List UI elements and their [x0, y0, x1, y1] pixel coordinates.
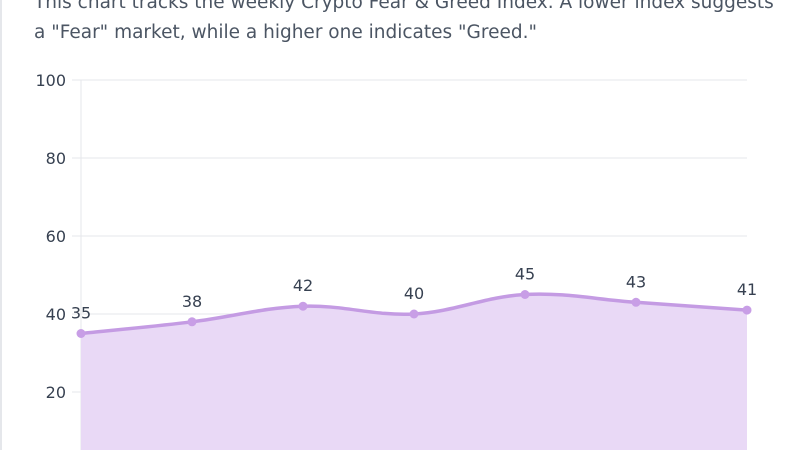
data-points: [76, 290, 752, 338]
data-label: 42: [293, 276, 313, 295]
data-label: 35: [71, 304, 91, 323]
area-fill: [81, 294, 747, 450]
y-axis-tick-labels: 20 40 60 80 100: [35, 71, 66, 402]
data-label: 45: [515, 265, 535, 284]
data-point: [298, 301, 308, 311]
y-tick-label: 20: [46, 383, 66, 402]
data-point: [187, 317, 197, 327]
data-point: [742, 305, 752, 315]
data-point: [631, 297, 641, 307]
y-tick-label: 100: [35, 71, 66, 90]
data-label: 40: [404, 284, 424, 303]
data-point: [520, 290, 530, 299]
y-tick-label: 40: [46, 305, 66, 324]
left-border: [0, 0, 2, 450]
y-tick-label: 60: [46, 227, 66, 246]
data-label: 38: [182, 292, 202, 311]
data-label: 43: [626, 272, 646, 291]
data-labels: 35 38 42 40 45 43 41: [71, 265, 757, 323]
data-point: [409, 309, 419, 319]
chart-description: This chart tracks the weekly Crypto Fear…: [34, 0, 774, 43]
data-point: [76, 329, 86, 338]
data-label: 41: [737, 280, 757, 299]
y-tick-label: 80: [46, 149, 66, 168]
